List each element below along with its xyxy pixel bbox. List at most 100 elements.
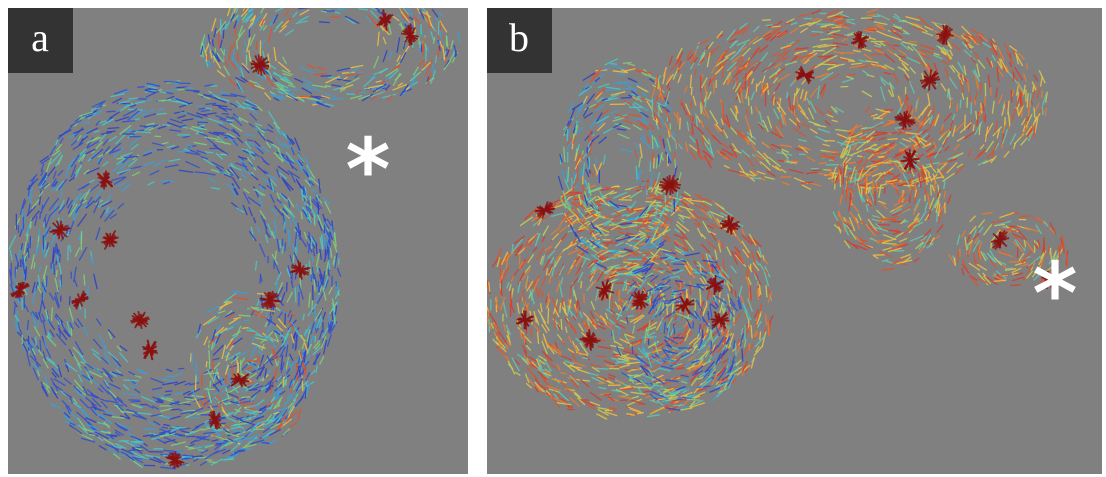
orientation-stroke	[286, 7, 302, 8]
orientation-stroke	[157, 113, 167, 114]
orientation-stroke	[274, 350, 275, 362]
orientation-stroke	[867, 29, 877, 30]
orientation-stroke	[979, 124, 980, 135]
orientation-stroke	[237, 41, 238, 50]
orientation-stroke	[583, 184, 584, 192]
orientation-stroke	[597, 356, 606, 357]
orientation-stroke	[870, 54, 884, 55]
orientation-stroke	[309, 1, 318, 3]
orientation-stroke	[878, 156, 884, 157]
orientation-stroke	[165, 391, 172, 392]
orientation-stroke	[283, 377, 284, 387]
orientation-stroke	[213, 39, 214, 46]
orientation-stroke	[210, 381, 211, 388]
orientation-stroke	[182, 411, 195, 412]
orientation-stroke	[623, 63, 632, 64]
orientation-stroke	[335, 234, 336, 241]
orientation-stroke	[232, 364, 233, 379]
orientation-stroke	[1022, 110, 1023, 118]
orientation-stroke	[719, 291, 720, 302]
orientation-stroke	[129, 98, 139, 99]
orientation-stroke	[766, 285, 767, 297]
orientation-stroke	[701, 102, 702, 114]
orientation-stroke	[369, 0, 375, 2]
orientation-stroke	[823, 170, 830, 171]
orientation-stroke	[629, 259, 643, 260]
orientation-stroke	[257, 0, 269, 2]
orientation-stroke	[381, 0, 392, 5]
orientation-stroke	[130, 441, 143, 442]
orientation-stroke	[411, 0, 423, 9]
orientation-stroke	[143, 429, 157, 430]
orientation-stroke	[485, 308, 487, 321]
orientation-stroke	[40, 212, 41, 219]
orientation-stroke	[359, 9, 369, 10]
orientation-stroke	[751, 106, 752, 114]
orientation-stroke	[285, 0, 296, 5]
orientation-stroke	[793, 105, 794, 111]
orientation-stroke	[735, 290, 736, 297]
orientation-stroke	[192, 437, 205, 438]
orientation-stroke	[360, 0, 368, 1]
orientation-stroke	[213, 132, 224, 133]
orientation-stroke	[984, 111, 985, 121]
orientation-stroke	[951, 99, 952, 106]
orientation-stroke	[619, 290, 620, 302]
orientation-stroke	[616, 253, 622, 254]
orientation-stroke	[107, 111, 116, 112]
orientation-stroke	[957, 103, 958, 112]
orientation-stroke	[691, 87, 692, 95]
orientation-stroke	[787, 92, 788, 98]
orientation-stroke	[106, 131, 116, 132]
orientation-stroke	[172, 427, 187, 428]
orientation-stroke	[137, 87, 144, 88]
orientation-stroke	[158, 100, 166, 101]
orientation-stroke	[854, 140, 865, 141]
orientation-stroke	[149, 89, 157, 90]
orientation-stroke	[413, 0, 419, 4]
orientation-stroke	[275, 251, 276, 259]
orientation-stroke	[364, 0, 373, 2]
orientation-stroke	[612, 390, 620, 391]
orientation-stroke	[489, 282, 490, 292]
orientation-stroke	[22, 209, 23, 218]
orientation-stroke	[186, 90, 200, 91]
orientation-stroke	[319, 22, 330, 23]
orientation-stroke	[321, 76, 332, 77]
orientation-stroke	[242, 328, 248, 329]
orientation-stroke	[909, 41, 917, 42]
orientation-stroke	[331, 99, 344, 100]
orientation-stroke	[52, 307, 53, 321]
orientation-stroke	[667, 302, 668, 315]
orientation-stroke	[893, 45, 900, 46]
orientation-stroke	[985, 115, 986, 123]
orientation-stroke	[960, 99, 961, 108]
orientation-stroke	[604, 394, 611, 395]
orientation-stroke	[28, 329, 29, 335]
orientation-stroke	[60, 280, 61, 288]
orientation-stroke	[254, 65, 266, 66]
orientation-stroke	[206, 361, 207, 367]
orientation-stroke	[241, 360, 242, 376]
orientation-stroke	[56, 270, 57, 277]
orientation-stroke	[748, 97, 749, 106]
orientation-stroke	[164, 82, 180, 83]
orientation-stroke	[285, 312, 286, 325]
orientation-stroke	[302, 375, 303, 391]
orientation-stroke	[654, 158, 655, 169]
orientation-stroke	[40, 340, 41, 351]
orientation-stroke	[524, 335, 525, 343]
orientation-stroke	[657, 196, 663, 197]
orientation-stroke	[611, 220, 621, 221]
orientation-stroke	[394, 0, 400, 7]
orientation-stroke	[166, 376, 173, 377]
orientation-stroke	[69, 296, 70, 305]
orientation-stroke	[266, 0, 274, 3]
orientation-stroke	[84, 274, 85, 285]
orientation-stroke	[222, 114, 229, 115]
orientation-stroke	[821, 64, 836, 65]
orientation-stroke	[211, 86, 218, 87]
orientation-stroke	[197, 122, 208, 123]
orientation-stroke	[626, 274, 642, 275]
orientation-stroke	[632, 368, 640, 369]
